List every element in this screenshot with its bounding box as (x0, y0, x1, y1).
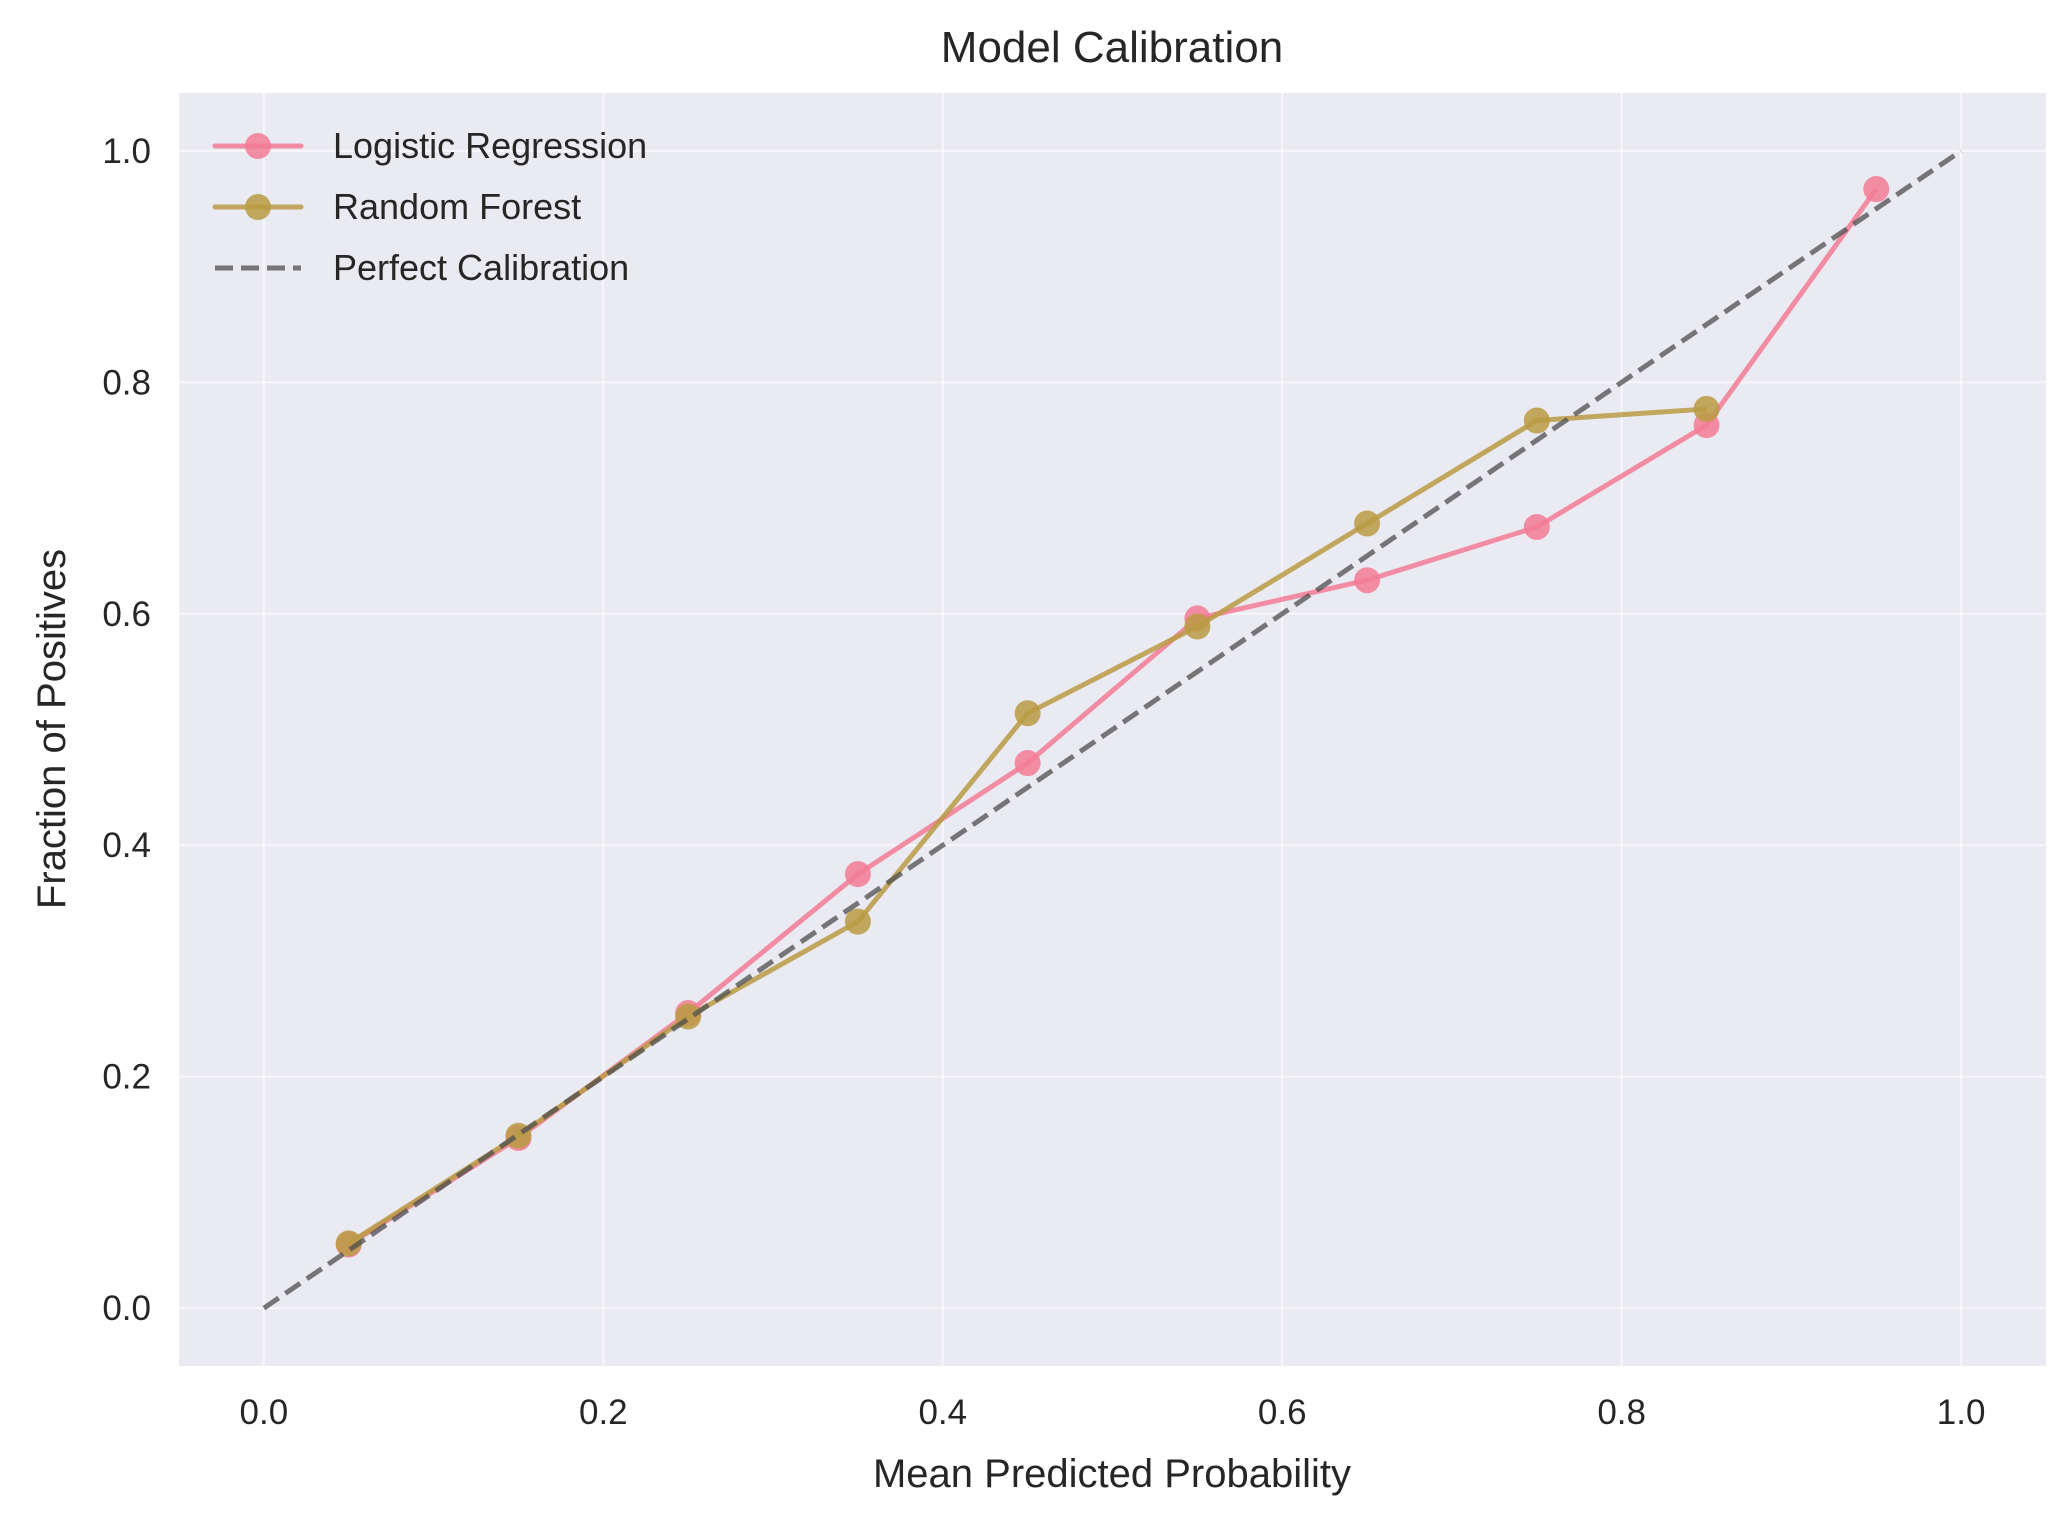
x-tick-label: 0.8 (1597, 1393, 1646, 1432)
y-tick-label: 0.0 (102, 1289, 151, 1328)
x-tick-label: 0.0 (240, 1393, 289, 1432)
data-point-logistic-regression (1863, 176, 1890, 203)
data-point-random-forest (1184, 613, 1211, 640)
data-point-random-forest (335, 1230, 362, 1257)
chart-title: Model Calibration (941, 23, 1283, 72)
x-tick-label: 0.2 (579, 1393, 628, 1432)
x-axis-label: Mean Predicted Probability (873, 1452, 1351, 1496)
tick-labels: 0.0 0.2 0.4 0.6 0.8 1.0 0.0 0.2 0.4 0.6 0.8 1.0 (102, 132, 1985, 1432)
legend-label-perfect-calibration: Perfect Calibration (333, 247, 629, 288)
data-point-logistic-regression (1014, 750, 1041, 777)
x-tick-label: 0.4 (918, 1393, 967, 1432)
x-tick-label: 0.6 (1258, 1393, 1307, 1432)
y-tick-label: 0.8 (102, 363, 151, 402)
y-tick-label: 0.2 (102, 1058, 151, 1097)
x-tick-label: 1.0 (1937, 1393, 1986, 1432)
legend-item-random-forest: Random Forest (212, 186, 581, 227)
legend-item-logistic-regression: Logistic Regression (212, 125, 647, 166)
legend: Logistic Regression Random Forest Perfec… (212, 125, 647, 288)
data-point-logistic-regression (844, 861, 871, 888)
legend-marker-logistic-regression (245, 133, 271, 159)
data-point-random-forest (1354, 510, 1381, 537)
legend-marker-random-forest (245, 194, 271, 220)
y-tick-label: 1.0 (102, 132, 151, 171)
data-point-random-forest (1523, 407, 1550, 434)
y-axis-label: Fraction of Positives (30, 549, 74, 909)
data-point-random-forest (844, 908, 871, 935)
data-point-random-forest (1693, 395, 1720, 422)
data-point-logistic-regression (1523, 513, 1550, 540)
series-line-perfect-calibration (262, 148, 1963, 1311)
y-tick-label: 0.4 (102, 826, 151, 865)
data-point-random-forest (1014, 700, 1041, 727)
legend-label-random-forest: Random Forest (333, 186, 581, 227)
series-layer (262, 148, 1963, 1311)
legend-label-logistic-regression: Logistic Regression (333, 125, 647, 166)
y-tick-label: 0.6 (102, 595, 151, 634)
legend-item-perfect-calibration: Perfect Calibration (215, 247, 629, 288)
data-point-logistic-regression (1354, 567, 1381, 594)
